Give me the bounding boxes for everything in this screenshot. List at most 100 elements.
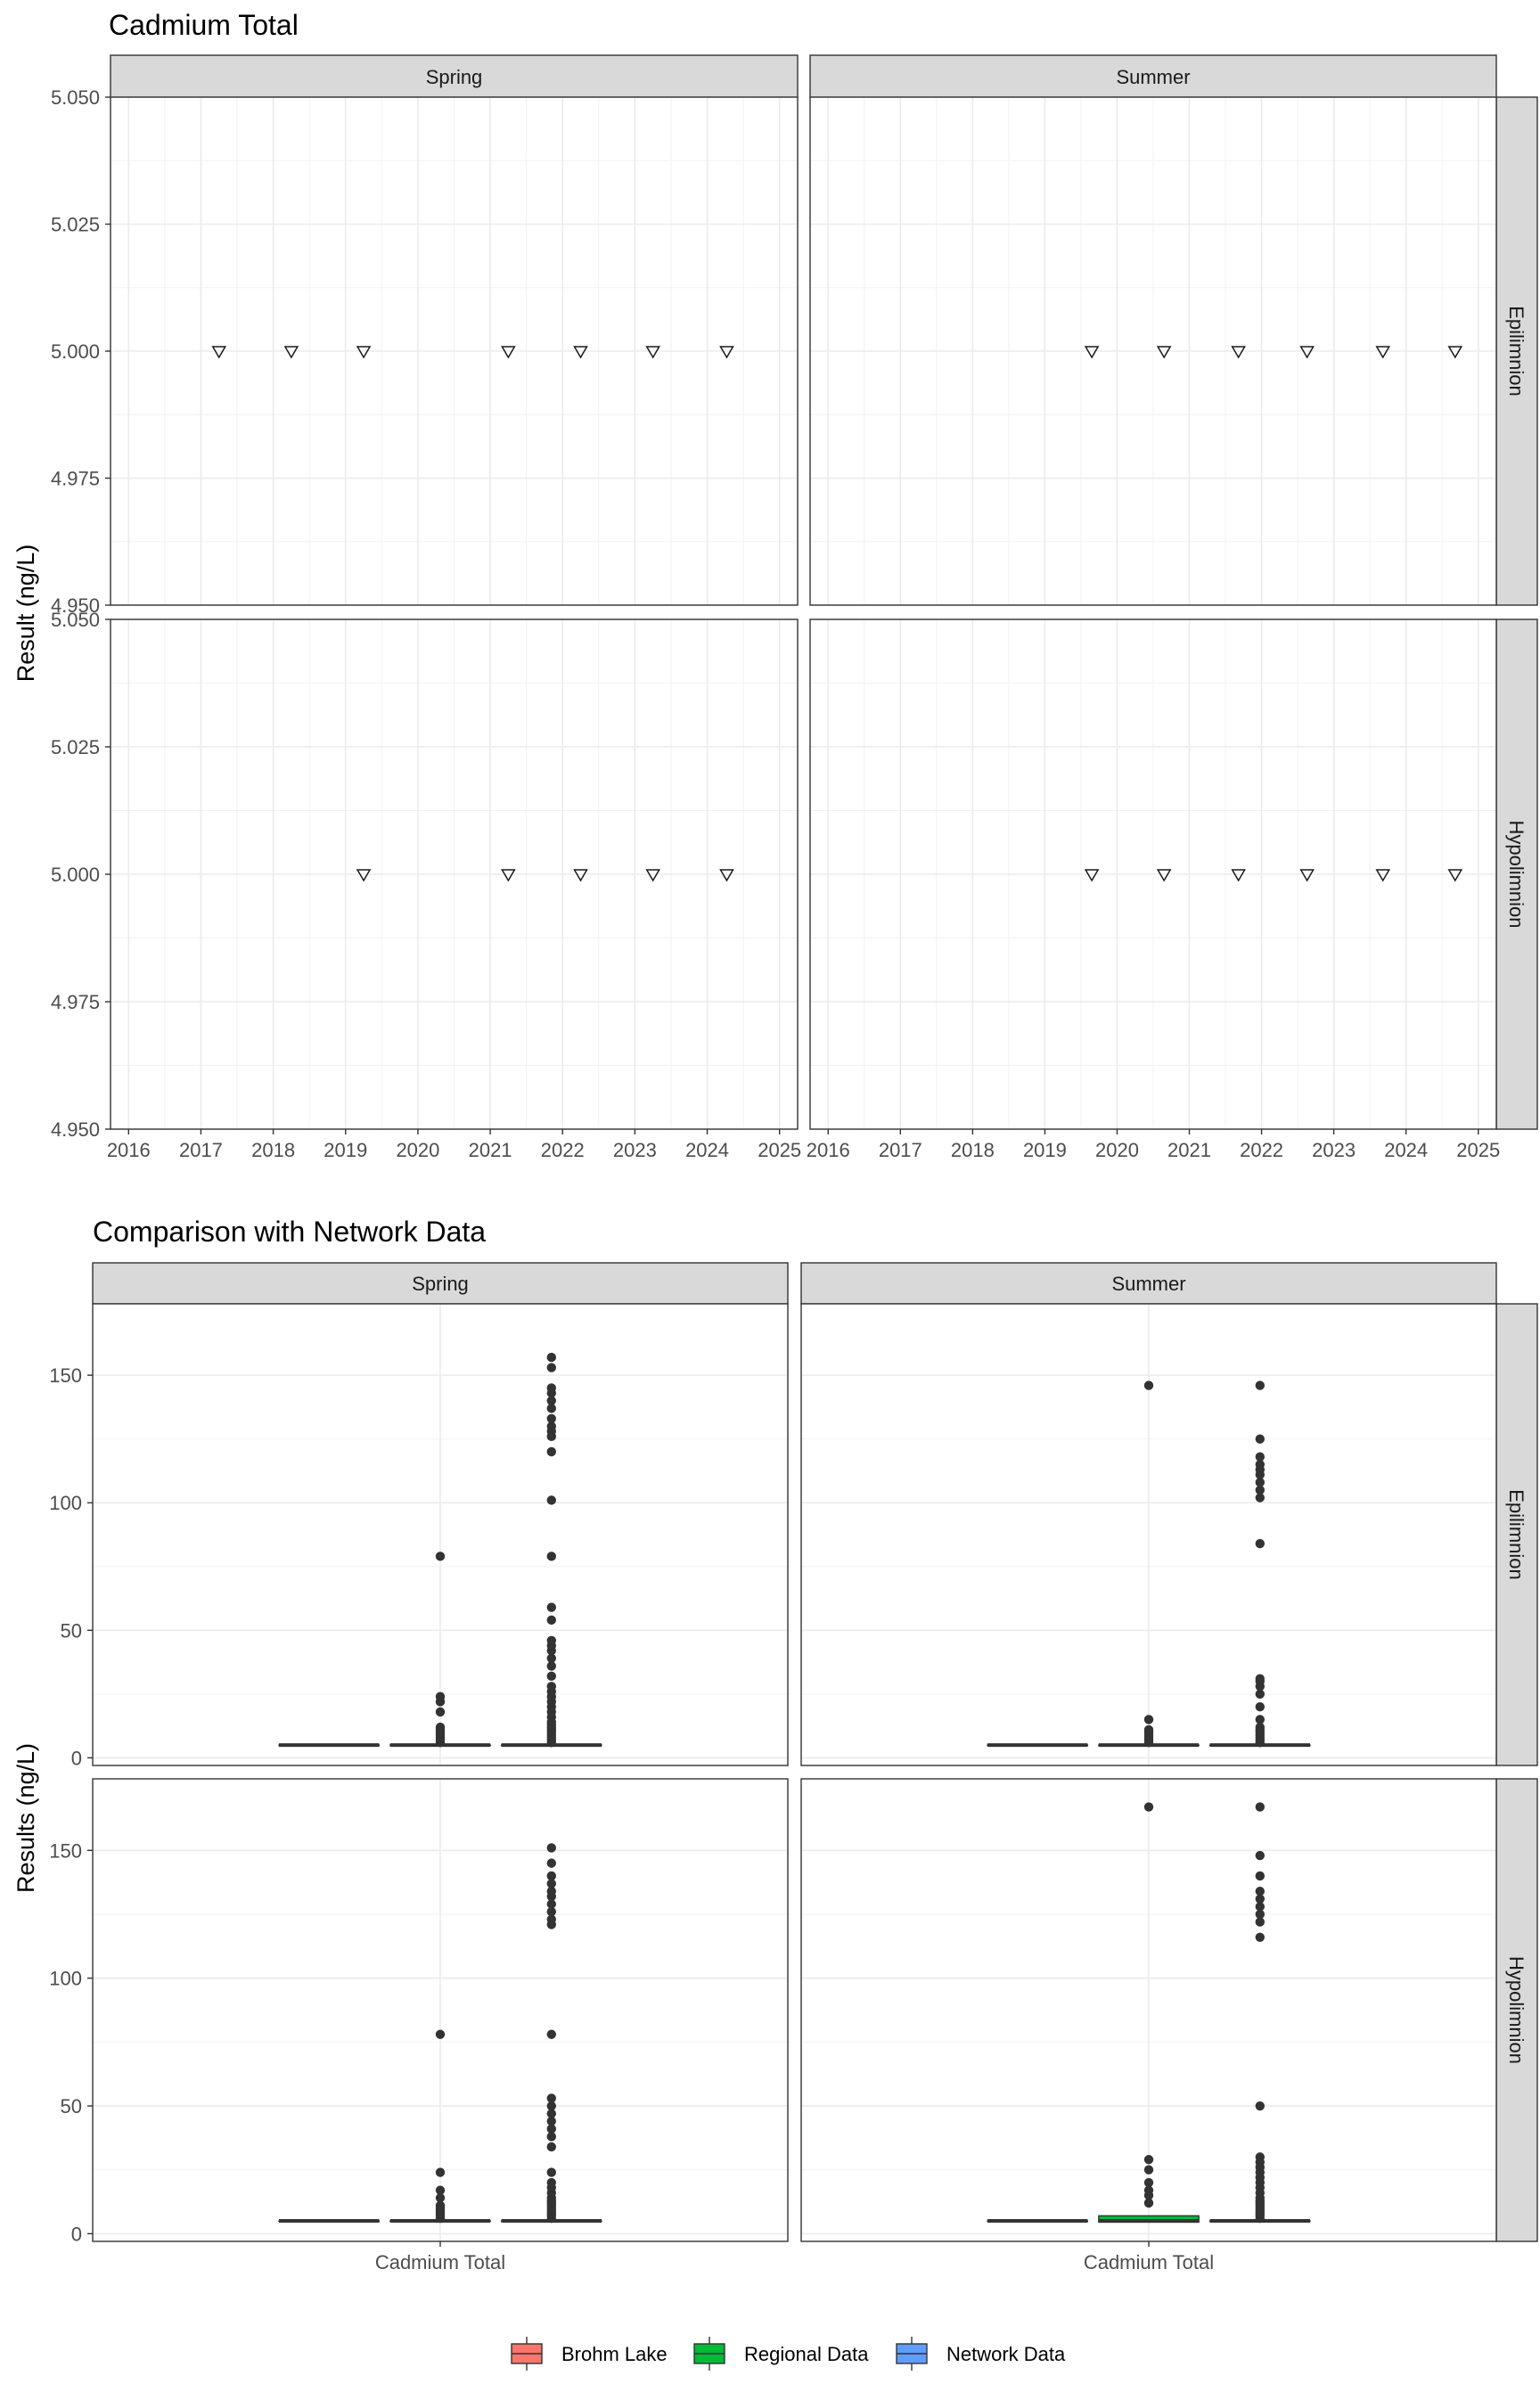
outlier-point: [435, 1552, 446, 1561]
x-tick-label: 2018: [251, 1139, 295, 1161]
data-point-triangle: [501, 346, 516, 359]
data-point-triangle: [1447, 869, 1463, 882]
outlier-point: [546, 1858, 556, 1868]
outlier-point: [546, 1879, 556, 1888]
y-tick-label: 150: [49, 1839, 82, 1862]
outlier-point: [546, 1396, 556, 1405]
data-point-triangle: [211, 346, 227, 359]
panel-border: [800, 1303, 1497, 1766]
y-tick-label: 5.050: [51, 86, 100, 109]
data-point-triangle: [1156, 346, 1172, 359]
outlier-point: [1255, 1902, 1266, 1912]
outlier-point: [546, 2109, 556, 2118]
y-tick-label: 5.000: [51, 864, 100, 886]
data-point-triangle: [1375, 869, 1391, 882]
data-point-triangle: [1084, 346, 1100, 359]
x-tick-label: 2021: [469, 1139, 512, 1161]
y-tick-label: 4.950: [51, 1118, 100, 1141]
panel-spring-hypolimnion: [92, 1778, 789, 2242]
outlier-point: [546, 2124, 556, 2134]
facet-strip-hypolimnion: [1495, 618, 1538, 1130]
legend: Brohm Lake Regional Data Network Data: [511, 2337, 1066, 2371]
y-tick-label: 50: [61, 2095, 82, 2117]
outlier-point: [1143, 1380, 1154, 1390]
outlier-point: [1255, 1722, 1266, 1732]
y-tick-label: 4.975: [51, 468, 100, 490]
y-tick-label: 5.025: [51, 736, 100, 758]
outlier-point: [546, 1671, 556, 1682]
facet-strip-spring: [92, 1262, 789, 1305]
outlier-point: [546, 2029, 556, 2039]
outlier-point: [546, 1602, 556, 1612]
facet-strip-epilimnion: [1495, 96, 1538, 606]
outlier-point: [435, 2200, 446, 2211]
outlier-point: [1143, 1715, 1154, 1724]
panel-summer-epilimnion: [809, 96, 1497, 606]
x-tick-label: 2025: [758, 1139, 801, 1161]
data-point-triangle: [645, 869, 660, 882]
data-point-triangle: [1231, 346, 1246, 359]
outlier-point: [546, 1421, 556, 1431]
outlier-point: [546, 1404, 556, 1413]
x-tick-label: 2023: [1312, 1139, 1356, 1161]
data-point-triangle: [1156, 869, 1172, 882]
outlier-point: [546, 1615, 556, 1626]
y-tick-label: 0: [71, 2223, 82, 2245]
facet-strip-summer: [809, 54, 1497, 98]
outlier-point: [1255, 2152, 1266, 2162]
outlier-point: [546, 2117, 556, 2126]
outlier-point: [1255, 1909, 1266, 1920]
outlier-point: [546, 1352, 556, 1363]
outlier-point: [1255, 1715, 1266, 1724]
outlier-point: [546, 1552, 556, 1561]
data-point-triangle: [719, 869, 734, 882]
y-tick-label: 50: [61, 1619, 82, 1642]
outlier-point: [546, 1886, 556, 1896]
outlier-point: [546, 1914, 556, 1924]
facet-strip-spring: [110, 54, 799, 98]
data-point-triangle: [356, 869, 372, 882]
outlier-point: [1255, 1538, 1266, 1549]
outlier-point: [1143, 2185, 1154, 2195]
outlier-point: [1255, 1674, 1266, 1683]
x-tick-label: 2017: [879, 1139, 922, 1161]
outlier-point: [1143, 1724, 1154, 1735]
outlier-point: [546, 2167, 556, 2177]
outlier-point: [1255, 1460, 1266, 1470]
legend-label-brohm-lake: Brohm Lake: [561, 2343, 668, 2365]
outlier-point: [1143, 1802, 1154, 1812]
y-tick-label: 150: [49, 1364, 82, 1387]
x-tick-label: 2016: [107, 1139, 151, 1161]
facet-strip-label-epilimnion: Epilimnion: [1505, 1489, 1528, 1580]
data-point-triangle: [1447, 346, 1463, 359]
outlier-point: [546, 1906, 556, 1917]
facet-strip-hypolimnion: [1495, 1778, 1538, 2242]
outlier-point: [546, 1446, 556, 1457]
outlier-point: [435, 2029, 446, 2039]
x-tick-label: 2022: [1240, 1139, 1283, 1161]
outlier-point: [1255, 1380, 1266, 1390]
outlier-point: [435, 2193, 446, 2203]
outlier-point: [1255, 1894, 1266, 1904]
x-tick-label: 2018: [951, 1139, 995, 1161]
x-tick-label: 2020: [1095, 1139, 1139, 1161]
facet-strip-epilimnion: [1495, 1303, 1538, 1766]
panel-spring-hypolimnion: [110, 618, 799, 1130]
outlier-point: [546, 1635, 556, 1645]
outlier-point: [546, 1495, 556, 1505]
outlier-point: [546, 1383, 556, 1393]
facet-strip-label-hypolimnion: Hypolimnion: [1505, 820, 1528, 928]
x-tick-label: Cadmium Total: [375, 2251, 505, 2273]
outlier-point: [1255, 1452, 1266, 1462]
outlier-point: [546, 1871, 556, 1881]
outlier-point: [1255, 1871, 1266, 1881]
outlier-point: [546, 2093, 556, 2103]
outlier-point: [1255, 1478, 1266, 1487]
facet-strip-label-spring: Spring: [426, 66, 483, 88]
outlier-point: [1255, 1689, 1266, 1700]
legend-label-regional-data: Regional Data: [744, 2343, 869, 2365]
y-tick-label: 100: [49, 1968, 82, 1990]
y-tick-label: 5.000: [51, 340, 100, 363]
y-axis-label-bottom: Results (ng/L): [12, 1743, 39, 1893]
